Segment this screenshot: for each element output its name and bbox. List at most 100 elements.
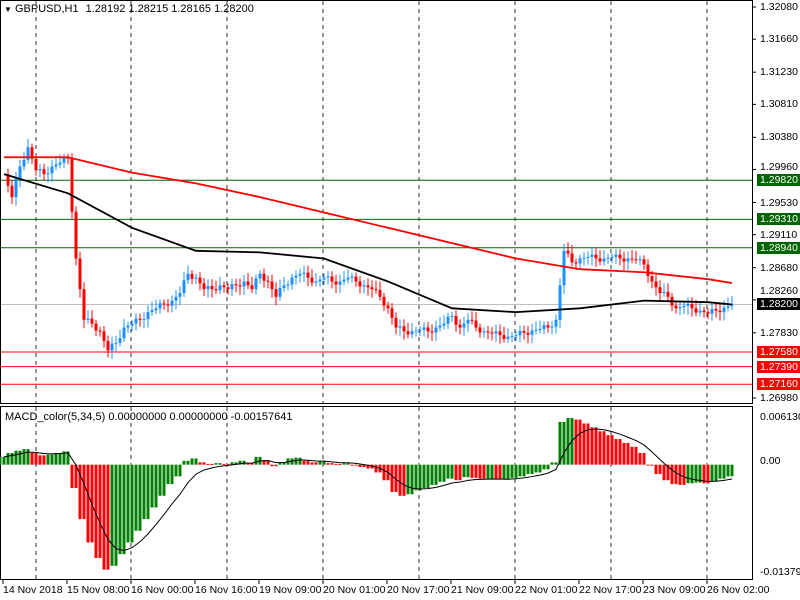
candle-body: [402, 326, 406, 332]
macd-bar: [302, 460, 306, 465]
price-level-label: 1.28940: [757, 241, 800, 254]
macd-bar: [550, 462, 554, 465]
candle-body: [694, 308, 698, 313]
macd-bar: [642, 453, 646, 465]
macd-axis-zero: 0.00: [760, 455, 781, 467]
candle-body: [430, 331, 434, 333]
candle-body: [502, 335, 506, 339]
candle-body: [466, 319, 470, 324]
macd-bar: [462, 464, 466, 478]
candle-body: [574, 262, 578, 264]
price-axis-label: 1.28260: [760, 285, 798, 298]
time-axis-label: 23 Nov 09:00: [643, 584, 706, 596]
price-axis-label: 1.29530: [760, 196, 798, 209]
macd-bar: [702, 464, 706, 484]
macd-bar: [450, 464, 454, 479]
macd-bar: [498, 464, 502, 480]
candle-body: [18, 166, 22, 179]
candle-body: [586, 256, 590, 258]
macd-axis-top: 0.006130: [760, 411, 800, 423]
macd-bar: [34, 453, 38, 465]
horizontal-levels[interactable]: [1, 179, 752, 385]
candle-body: [470, 319, 474, 321]
candle-body: [30, 147, 34, 159]
candle-body: [478, 327, 482, 333]
chart-header[interactable]: ▼ GBPUSD,H1 1.28192 1.28215 1.28165 1.28…: [4, 3, 254, 15]
candle-body: [426, 327, 430, 332]
macd-bar: [714, 464, 718, 482]
macd-bar: [306, 460, 310, 465]
current-price-label: 1.28200: [757, 298, 800, 311]
candle-body: [90, 318, 94, 324]
candle-body: [182, 280, 186, 293]
macd-bar: [594, 427, 598, 465]
candle-body: [278, 287, 282, 297]
candle-body: [730, 304, 734, 307]
macd-bar: [658, 464, 662, 475]
macd-bar: [122, 464, 126, 555]
macd-bar: [254, 456, 258, 465]
macd-bar: [170, 464, 174, 485]
candle-body: [658, 287, 662, 293]
candle-body: [274, 289, 278, 297]
macd-bar: [718, 464, 722, 479]
candle-body: [354, 276, 358, 282]
macd-label: MACD_color(5,34,5) 0.00000000 0.00000000…: [5, 411, 293, 423]
candle-body: [174, 296, 178, 301]
macd-bar: [126, 464, 130, 543]
candle-body: [566, 250, 570, 254]
candle-body: [234, 284, 238, 286]
macd-bar: [158, 464, 162, 496]
macd-bar: [218, 463, 222, 465]
macd-bar: [542, 464, 546, 470]
macd-bar: [214, 463, 218, 465]
macd-bar: [198, 462, 202, 465]
candle-body: [534, 329, 538, 331]
candle-body: [654, 281, 658, 288]
macd-bar: [42, 455, 46, 465]
macd-bar: [610, 435, 614, 465]
macd-bar: [138, 464, 142, 531]
indicator-pane[interactable]: [0, 406, 753, 580]
macd-bar: [482, 464, 486, 479]
macd-bar: [162, 464, 166, 496]
macd-bar: [586, 423, 590, 465]
candle-body: [138, 318, 142, 320]
candle-body: [14, 178, 18, 198]
candle-body: [314, 281, 318, 283]
collapse-triangle-icon[interactable]: ▼: [4, 5, 12, 14]
macd-bar: [494, 464, 498, 480]
candle-body: [446, 316, 450, 324]
candle-body: [78, 258, 82, 290]
price-level-label: 1.27580: [757, 346, 800, 358]
macd-bar: [646, 464, 650, 466]
macd-bar: [518, 464, 522, 477]
candles: [6, 138, 734, 359]
macd-bar: [534, 464, 538, 473]
price-axis-label: 1.28680: [760, 261, 798, 274]
time-axis-label: 26 Nov 02:00: [707, 584, 770, 596]
macd-bar: [554, 462, 558, 465]
candle-body: [34, 158, 38, 171]
candle-body: [102, 331, 106, 341]
macd-bar: [426, 464, 430, 489]
candle-body: [614, 254, 618, 257]
macd-bar: [454, 464, 458, 481]
macd-bar: [186, 460, 190, 465]
candle-body: [230, 284, 234, 290]
macd-bar: [394, 464, 398, 492]
time-axis-label: 16 Nov 00:00: [131, 584, 194, 596]
macd-bar: [502, 464, 506, 480]
candle-body: [418, 329, 422, 331]
candle-body: [414, 330, 418, 332]
time-axis-label: 14 Nov 2018: [3, 584, 63, 596]
macd-bar: [514, 464, 518, 478]
macd-bar: [74, 464, 78, 489]
candle-body: [342, 279, 346, 282]
macd-bar: [310, 462, 314, 465]
candle-body: [206, 286, 210, 290]
price-pane[interactable]: [0, 0, 753, 404]
candle-body: [562, 250, 566, 286]
macd-bar: [682, 464, 686, 485]
